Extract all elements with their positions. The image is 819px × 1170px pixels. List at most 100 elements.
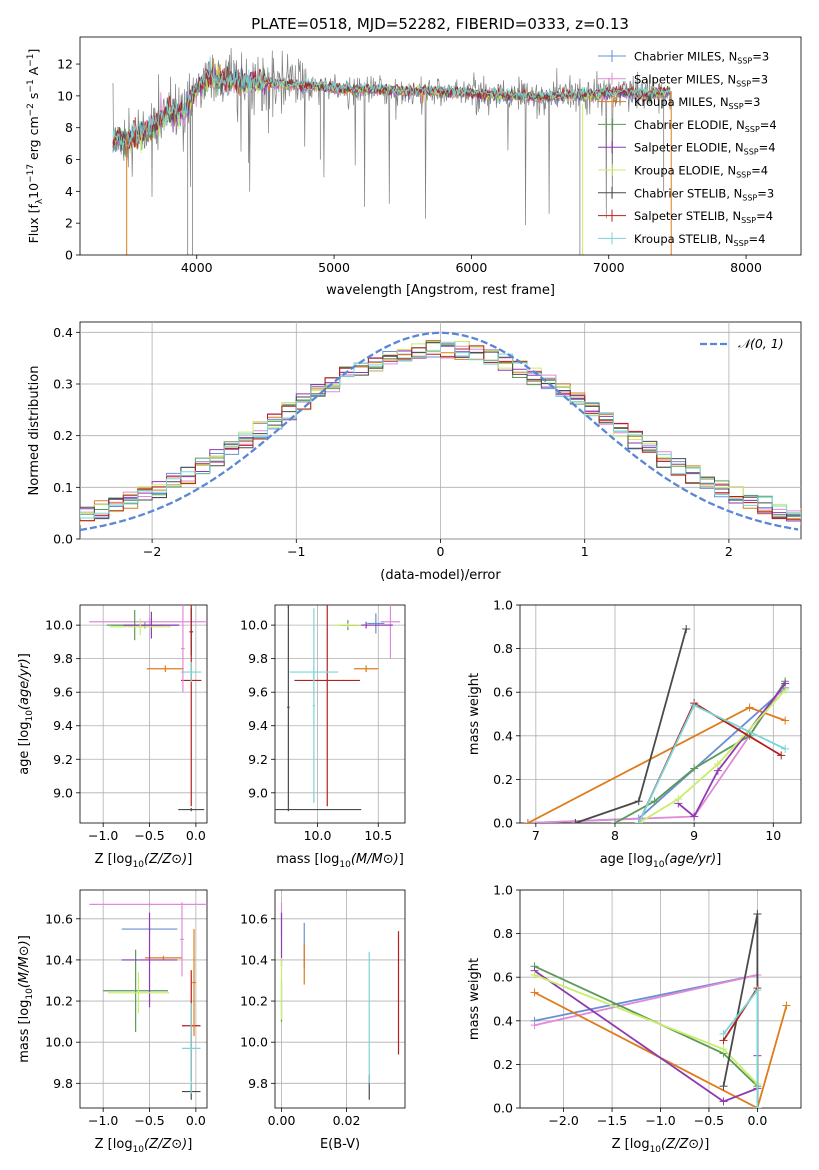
x-tick-label: 2 [725,544,733,559]
ylabel-part: erg cm [26,116,41,164]
legend-label-text: Chabrier ELODIE, N [634,118,745,132]
model-line-kroupa_stelib [112,56,671,150]
age_vs_Z-ylabel: age [log10(age/yr)] [17,653,35,775]
legend-label-sub: SSP [734,239,749,248]
legend-label-text: Salpeter ELODIE, N [634,141,744,155]
x-tick-label: 0.0 [186,1113,206,1128]
label-text: age [log [600,852,653,867]
mass-weight-line-kroupa_elodie [638,689,786,823]
y-tick-label: 9.6 [53,685,73,700]
x-tick-label: 0.0 [186,828,206,843]
massweight_vs_age-lines [523,624,790,823]
y-tick-label: 9.0 [248,785,268,800]
spectrum-lines [112,47,672,255]
x-tick-label: 0.0 [747,1113,767,1128]
histogram-salpeter_stelib [80,345,801,523]
label-text: ] [17,653,32,658]
x-tick-label: 6000 [455,260,487,275]
y-tick-label: 1.0 [493,598,513,613]
x-tick-label: 9 [690,828,698,843]
legend-label-suffix: =3 [744,95,761,109]
x-tick-label: 10.5 [364,828,392,843]
y-tick-label: 4 [65,184,73,199]
mass-weight-line-chabrier_stelib [575,628,688,823]
x-tick-label: 8000 [730,260,762,275]
y-tick-label: 9.4 [248,718,268,733]
legend-label-suffix: =3 [751,72,768,86]
legend-label-sub: SSP [736,79,751,88]
ylabel-part: 10 [26,183,41,199]
y-tick-label: 0.1 [53,480,73,495]
x-tick-label: 10.0 [304,828,332,843]
label-text: (M/M⊙) [351,852,399,867]
spectrum-axes: 4000 5000 6000 7000 8000 0 2 4 6 8 10 12 [57,57,762,275]
label-text: Z [log [95,852,133,867]
x-tick-label: 4000 [181,260,213,275]
mass_vs_Z-frame [79,889,208,1109]
y-tick-label: 0.8 [493,926,513,941]
y-tick-label: 0.4 [493,728,513,743]
residual-histograms [80,331,801,532]
legend-label: Salpeter STELIB, NSSP=4 [634,209,773,225]
normal-curve [80,331,799,532]
label-subscript: 10 [25,988,35,1000]
age_vs_mass-frame [274,604,406,824]
y-tick-label: 10.6 [240,911,268,926]
massweight_vs_age-axes: 7 8 9 10 0.0 0.2 0.4 0.6 0.8 1.0 [493,598,801,843]
legend-label: Kroupa STELIB, NSSP=4 [634,232,765,248]
residuals-ylabel: Normed distribution [27,366,42,496]
legend-label-text: Kroupa MILES, N [634,95,729,109]
massweight_vs_age-xlabel: age [log10(age/yr)] [600,852,722,870]
y-tick-label: 0.3 [53,377,73,392]
mass_vs_ebv-errorbars [280,902,400,1100]
ylabel-part: −17 [26,164,36,183]
x-tick-label: 0 [437,544,445,559]
massweight_vs_Z-xlabel: Z [log10(Z/Z⊙)] [612,1137,710,1155]
massweight_vs_Z-axes: −2.0 −1.5 −1.0 −0.5 0.0 0.0 0.2 0.4 0.6 0.8 1.0 [493,883,801,1128]
y-tick-label: 9.0 [53,785,73,800]
mass_vs_ebv-frame [274,889,406,1109]
x-tick-label: 1 [581,544,589,559]
mass_vs_ebv-xlabel: E(B-V) [320,1137,360,1152]
age_vs_Z-errorbars [89,605,207,812]
y-tick-label: 12 [57,57,73,72]
mass_vs_Z-ylabel: mass [log10(M/M⊙)] [17,935,35,1063]
spectrum-frame [79,36,802,256]
label-text: ] [704,1137,709,1152]
x-tick-label: 5000 [318,260,350,275]
mass-weight-line-chabrier_elodie [614,680,786,823]
mass-weight-line-kroupa_miles [534,991,788,1108]
label-subscript: 10 [133,860,145,870]
y-tick-label: 9.4 [53,718,73,733]
label-text: mass [log [276,852,339,867]
y-tick-label: 0.4 [53,325,73,340]
legend-label-suffix: =4 [751,164,768,178]
legend-label-suffix: =4 [749,232,766,246]
y-tick-label: 9.8 [248,1076,268,1091]
age_vs_mass-axes: 10.0 10.5 9.0 9.2 9.4 9.6 9.8 10.0 [240,605,405,843]
legend-label-text: Salpeter MILES, N [634,72,736,86]
histogram-kroupa_stelib [80,341,801,520]
y-tick-label: 10.6 [45,911,73,926]
x-tick-label: −1.0 [645,1113,675,1128]
y-tick-label: 0.8 [493,641,513,656]
residuals-xlabel: (data-model)/error [380,568,501,583]
y-tick-label: 9.8 [53,651,73,666]
legend-label-suffix: =4 [756,209,773,223]
y-tick-label: 0.2 [53,428,73,443]
legend-label: Kroupa MILES, NSSP=3 [634,95,760,111]
legend-label-sub: SSP [737,57,752,66]
legend-label-text: Salpeter STELIB, N [634,209,741,223]
figure-title: PLATE=0518, MJD=52282, FIBERID=0333, z=0… [251,15,629,33]
x-tick-label: −1 [287,544,305,559]
y-tick-label: 9.8 [248,651,268,666]
y-tick-label: 0.4 [493,1013,513,1028]
x-tick-label: 7000 [593,260,625,275]
legend-label: 𝒩(0, 1) [738,336,784,351]
spectrum-xlabel: wavelength [Angstrom, rest frame] [326,283,555,298]
y-tick-label: 10.0 [45,1035,73,1050]
label-text: ] [187,1137,192,1152]
legend-label-suffix: =3 [752,50,769,64]
label-text: ] [716,852,721,867]
